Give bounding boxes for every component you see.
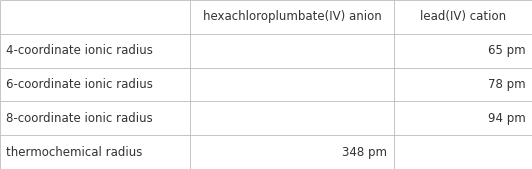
Text: 8-coordinate ionic radius: 8-coordinate ionic radius [6, 112, 153, 125]
Text: 78 pm: 78 pm [488, 78, 526, 91]
Text: 65 pm: 65 pm [488, 44, 526, 57]
Text: thermochemical radius: thermochemical radius [6, 146, 143, 159]
Text: 348 pm: 348 pm [342, 146, 387, 159]
Text: 6-coordinate ionic radius: 6-coordinate ionic radius [6, 78, 153, 91]
Text: hexachloroplumbate(IV) anion: hexachloroplumbate(IV) anion [203, 10, 381, 23]
Text: lead(IV) cation: lead(IV) cation [420, 10, 506, 23]
Text: 4-coordinate ionic radius: 4-coordinate ionic radius [6, 44, 153, 57]
Text: 94 pm: 94 pm [488, 112, 526, 125]
